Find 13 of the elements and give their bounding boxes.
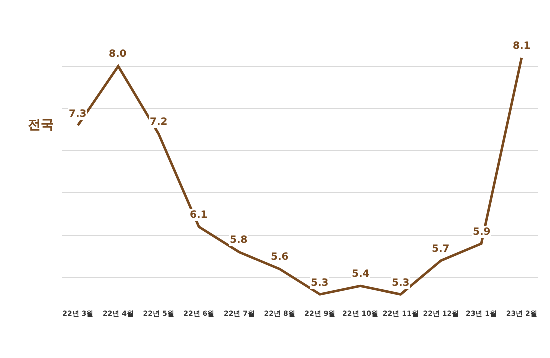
data-label: 7.3 — [69, 109, 87, 120]
data-label: 7.2 — [150, 117, 168, 128]
data-label: 5.3 — [311, 278, 329, 289]
series-label: 전국 — [28, 118, 54, 133]
data-label: 5.4 — [352, 269, 370, 280]
data-label: 5.9 — [473, 227, 491, 238]
data-label: 5.6 — [271, 252, 289, 263]
data-label: 5.7 — [432, 244, 450, 255]
data-label: 6.1 — [190, 210, 208, 221]
data-label: 8.1 — [513, 41, 531, 52]
data-label: 5.8 — [230, 235, 248, 246]
data-label: 5.3 — [392, 278, 410, 289]
data-label: 8.0 — [109, 49, 127, 60]
